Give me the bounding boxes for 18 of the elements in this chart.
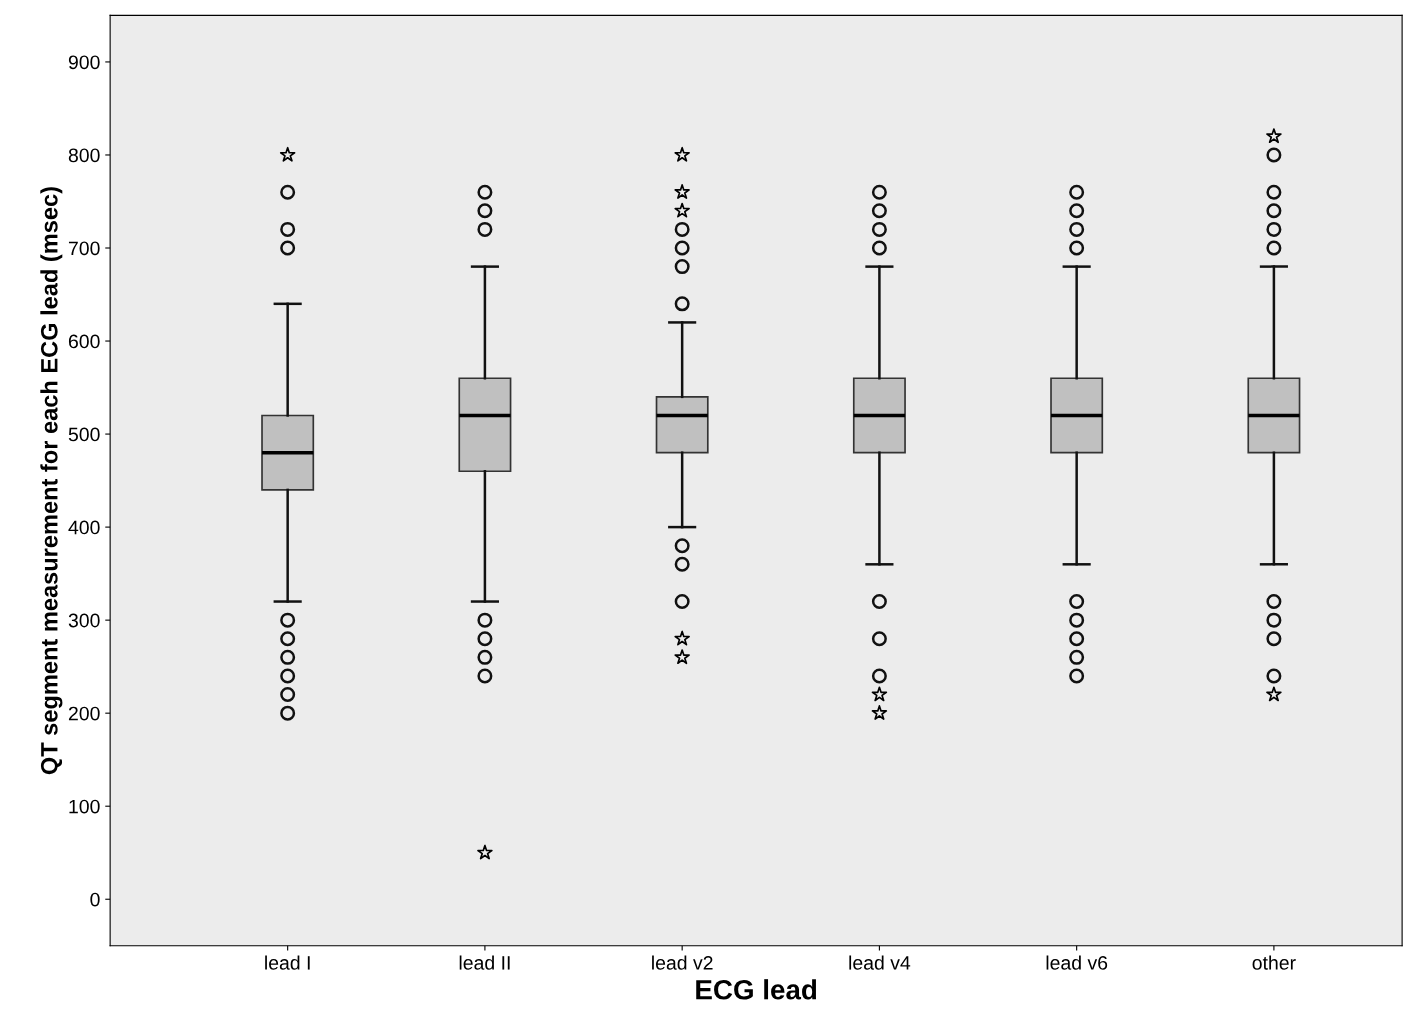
y-axis-title: QT segment measurement for each ECG lead (msec) <box>40 187 63 775</box>
y-tick-label: 100 <box>69 799 100 814</box>
x-tick-label: other <box>1252 955 1296 970</box>
x-tick-label: lead v6 <box>1046 955 1108 970</box>
y-tick-label: 600 <box>68 334 100 349</box>
y-tick-label: 700 <box>68 241 100 256</box>
x-tick-label: lead I <box>265 955 310 970</box>
y-tick-label: 900 <box>68 55 100 70</box>
x-tick-label: lead v2 <box>652 955 713 970</box>
x-tick-label: lead II <box>459 955 510 970</box>
y-tick-label: 300 <box>68 613 100 628</box>
y-tick-label: 400 <box>68 520 100 535</box>
x-tick-label: lead v4 <box>849 955 911 970</box>
y-tick-label: 200 <box>68 706 100 721</box>
y-tick-label: 800 <box>68 148 100 163</box>
x-axis-title: ECG lead <box>696 979 817 1000</box>
y-tick-label: 500 <box>68 427 100 442</box>
y-tick-label: 0 <box>90 892 100 907</box>
